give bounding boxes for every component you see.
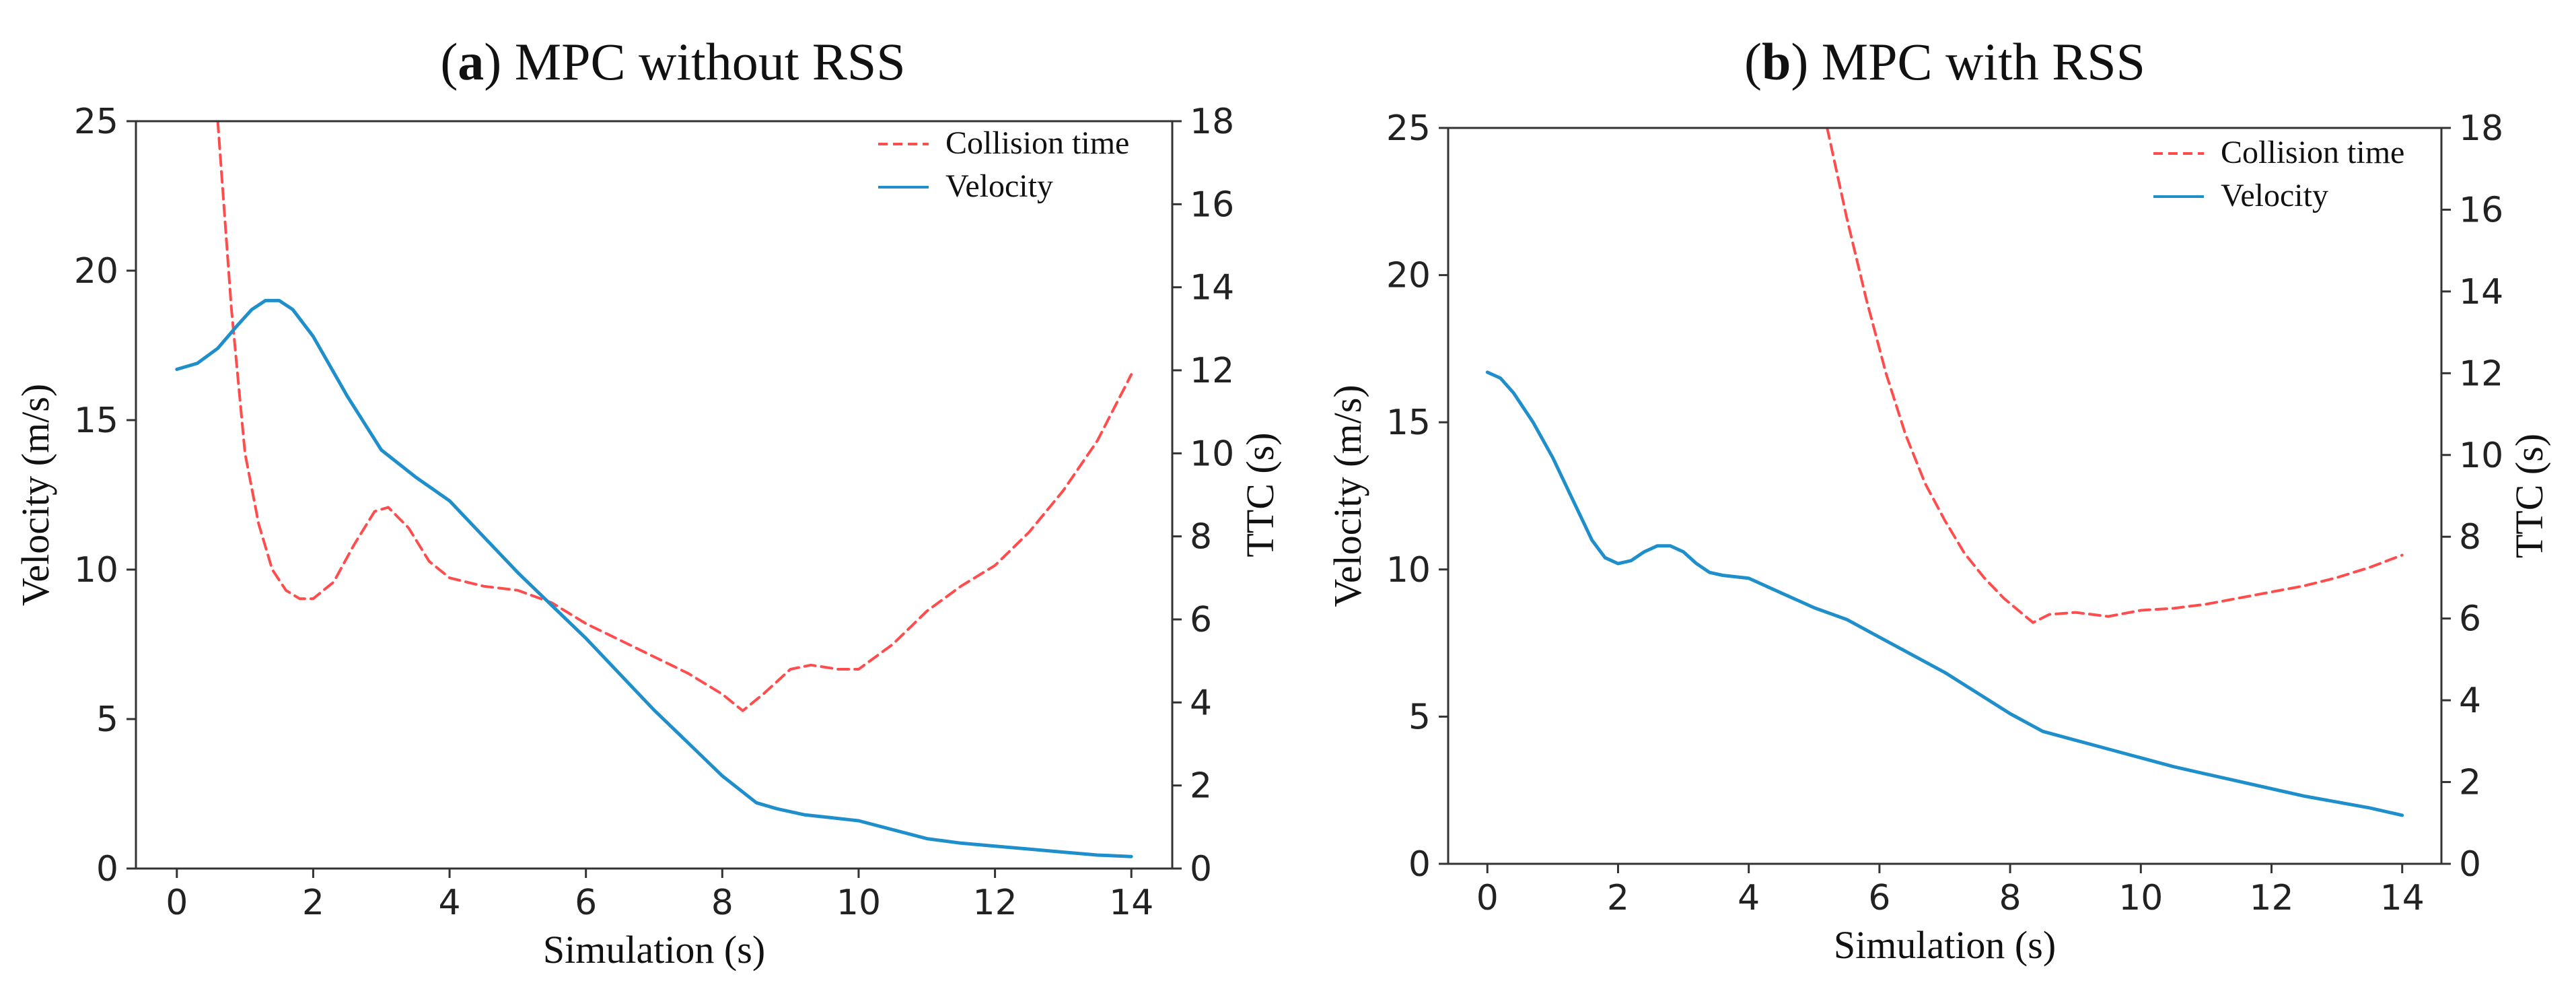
x-tick-label: 2 <box>302 883 324 923</box>
x-tick-label: 8 <box>1999 878 2022 918</box>
panel-b: (b) MPC with RSS 0 2 4 6 8 10 12 14 0 5 10 15 20 25 0 2 4… <box>1326 32 2551 967</box>
y2-tick-label: 16 <box>2459 190 2503 230</box>
y-tick-label: 20 <box>1386 256 1431 296</box>
y2-tick-label: 14 <box>1190 268 1234 308</box>
y2-tick-label: 0 <box>1190 849 1212 889</box>
plot-area <box>175 121 1133 858</box>
x-tick-label: 12 <box>2249 878 2293 918</box>
x-tick-label: 2 <box>1607 878 1629 918</box>
y-tick-label: 15 <box>74 401 118 441</box>
x-axis-label: Simulation (s) <box>543 928 765 972</box>
x-tick-label: 6 <box>1868 878 1890 918</box>
y-tick-label: 20 <box>74 251 118 292</box>
y2-tick-label: 6 <box>1190 600 1212 640</box>
y-tick-label: 25 <box>1386 108 1431 149</box>
y2-tick-label: 16 <box>1190 184 1234 225</box>
plot-area <box>1485 128 2404 817</box>
y-tick-label: 0 <box>1408 844 1431 885</box>
x-tick-label: 10 <box>836 883 881 923</box>
x-tick-label: 14 <box>1109 883 1153 923</box>
axes-frame <box>1447 127 2443 865</box>
y-tick-label: 5 <box>96 700 118 740</box>
legend: Collision time Velocity <box>878 125 1129 204</box>
y2-tick-label: 10 <box>1190 434 1234 474</box>
x-tick-label: 14 <box>2380 878 2425 918</box>
y-tick-label: 5 <box>1408 697 1431 737</box>
y-axis-label: Velocity (m/s) <box>1326 384 1369 607</box>
y2-tick-label: 4 <box>2459 681 2481 721</box>
panel-title: (b) MPC with RSS <box>1744 32 2145 91</box>
x-tick-label: 6 <box>575 883 597 923</box>
series-line-velocity <box>1485 370 2404 817</box>
legend-label-velocity: Velocity <box>945 168 1053 204</box>
y-tick-label: 0 <box>96 849 118 889</box>
x-tick-label: 0 <box>1476 878 1499 918</box>
x-tick-label: 0 <box>166 883 188 923</box>
y-axis-label: Velocity (m/s) <box>13 384 57 606</box>
y-tick-label: 25 <box>74 102 118 142</box>
x-tick-label: 4 <box>1738 878 1760 918</box>
legend: Collision time Velocity <box>2153 135 2404 213</box>
series-line-collision-time <box>1826 128 2404 624</box>
panel-title: (a) MPC without RSS <box>440 32 905 91</box>
legend-label-collision-time: Collision time <box>945 125 1129 161</box>
x-axis-label: Simulation (s) <box>1834 923 2056 967</box>
y2-axis-label: TTC (s) <box>1238 432 1282 557</box>
series-line-velocity <box>175 298 1133 858</box>
series-line-collision-time <box>216 121 1133 712</box>
x-tick-label: 10 <box>2118 878 2163 918</box>
legend-label-collision-time: Collision time <box>2221 135 2404 170</box>
y2-tick-label: 4 <box>1190 683 1212 723</box>
y2-tick-label: 2 <box>2459 763 2481 803</box>
axes-frame <box>135 120 1174 870</box>
x-tick-label: 12 <box>972 883 1017 923</box>
y2-tick-label: 10 <box>2459 436 2503 476</box>
y2-tick-label: 12 <box>1190 351 1234 391</box>
y2-tick-label: 6 <box>2459 599 2481 640</box>
y2-tick-label: 2 <box>1190 766 1212 807</box>
y2-axis-label: TTC (s) <box>2507 434 2551 558</box>
y2-tick-label: 18 <box>1190 102 1234 142</box>
y2-tick-label: 8 <box>2459 517 2481 557</box>
x-tick-label: 4 <box>439 883 461 923</box>
y2-tick-label: 0 <box>2459 844 2481 885</box>
y-tick-label: 10 <box>1386 550 1431 590</box>
y2-tick-label: 12 <box>2459 353 2503 394</box>
x-tick-label: 8 <box>711 883 734 923</box>
y2-tick-label: 8 <box>1190 517 1212 557</box>
y-tick-label: 10 <box>74 550 118 590</box>
y2-tick-label: 14 <box>2459 272 2503 312</box>
legend-label-velocity: Velocity <box>2221 178 2328 213</box>
y2-tick-label: 18 <box>2459 108 2503 149</box>
y-tick-label: 15 <box>1386 403 1431 443</box>
